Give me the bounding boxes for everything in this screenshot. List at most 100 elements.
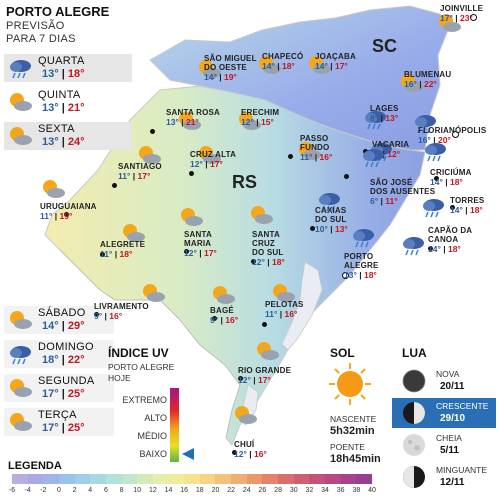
legend-tick-label: 4 — [88, 487, 93, 494]
legend-tick-label: 30 — [289, 487, 298, 494]
legend-tick-label: 26 — [258, 487, 267, 494]
city-min: 13° — [166, 117, 179, 127]
city-marker[interactable] — [112, 183, 117, 188]
sun-cloud-icon — [123, 224, 145, 242]
sun-cloud-icon — [43, 180, 65, 198]
city-max: 13° — [334, 224, 348, 234]
legend-tick-label: -6 — [8, 487, 16, 494]
rain-cloud-icon — [363, 149, 384, 168]
city-min: 11° — [300, 152, 313, 162]
city-max: 21° — [185, 117, 199, 127]
new-moon-icon — [402, 369, 426, 393]
city-name: CHAPECÓ — [262, 52, 304, 61]
city-min: 12° — [238, 375, 251, 385]
sunset-time: 18h45min — [330, 453, 381, 465]
city-temps: 11° | 18° — [100, 249, 133, 259]
city-marker[interactable] — [100, 252, 105, 257]
full-moon-icon — [403, 434, 425, 456]
rain-cloud-icon — [319, 193, 340, 212]
city-max: 18° — [119, 249, 133, 259]
city-temps: 12° | 18° — [252, 257, 285, 267]
legend-color-swatch — [215, 474, 232, 484]
city-marker[interactable] — [450, 205, 455, 210]
city-marker[interactable] — [363, 149, 368, 154]
city-marker[interactable] — [310, 226, 315, 231]
city-temps: 11° | 19° — [40, 211, 73, 221]
city-min: 14° — [450, 205, 463, 215]
city-marker[interactable] — [64, 212, 69, 217]
city-name: SÃO JOSÉ DOS AUSENTES — [370, 178, 436, 196]
moon-phase-date: 20/11 — [440, 381, 465, 392]
city-temps: 17° | 23° — [440, 13, 473, 23]
city-marker[interactable] — [470, 14, 477, 21]
city-marker[interactable] — [344, 174, 349, 179]
city-marker[interactable] — [288, 154, 293, 159]
city-max: 18° — [281, 61, 295, 71]
forecast-day-name: SÁBADO — [38, 307, 86, 319]
legend-tick-label: 18 — [195, 487, 204, 494]
legend-tick-label: 40 — [368, 487, 376, 494]
city-min: 8° — [370, 113, 379, 123]
city-temps: 8° | 13° — [370, 113, 399, 123]
city-temps: 13° | 18° — [344, 270, 377, 280]
city-min: 9° — [210, 315, 219, 325]
city-marker[interactable] — [434, 176, 439, 181]
legend-tick-label: 8 — [119, 487, 124, 494]
city-min: 14° — [428, 244, 441, 254]
city-name: URUGUAIANA — [40, 202, 97, 211]
city-marker[interactable] — [251, 259, 256, 264]
city-min: 16° — [404, 79, 417, 89]
city-min: 14° — [430, 177, 443, 187]
lagoa-dos-patos — [281, 261, 323, 351]
city-max: 17° — [334, 61, 348, 71]
uv-title: ÍNDICE UV — [108, 346, 169, 360]
legend-color-swatch — [325, 474, 342, 484]
legend-tick-label: 0 — [57, 487, 61, 494]
city-max: 12° — [387, 149, 401, 159]
city-name: JOAÇABA — [315, 52, 356, 61]
city-temps: 6° | 11° — [370, 196, 398, 206]
legend-color-swatch — [43, 474, 60, 484]
moon-phase-waning: MINGUANTE 12/11 — [392, 462, 496, 492]
moon-phase-new: NOVA 20/11 — [392, 366, 496, 396]
city-marker[interactable] — [150, 129, 155, 134]
city-name: FLORIANÓPOLIS — [418, 126, 487, 135]
city-min: 11° — [118, 171, 131, 181]
legend-color-swatch — [246, 474, 263, 484]
city-max: 17° — [137, 171, 151, 181]
forecast-min: 13° — [42, 102, 59, 114]
city-marker[interactable] — [189, 171, 194, 176]
city-temps: 11° | 16° — [300, 152, 333, 162]
city-name: ALEGRETE — [100, 240, 146, 249]
city-marker[interactable] — [342, 272, 349, 279]
city-name: LAGES — [370, 104, 399, 113]
city-name: CAPÃO DA CANOA — [428, 226, 473, 244]
city-marker[interactable] — [212, 316, 217, 321]
moon-phase-date: 5/11 — [440, 445, 459, 456]
city-name: JOINVILLE — [440, 4, 484, 13]
city-marker[interactable] — [232, 450, 237, 455]
city-temps: 14° | 18° — [430, 177, 463, 187]
forecast-day-name: DOMINGO — [38, 341, 94, 353]
city-max: 22° — [423, 79, 437, 89]
legend-tick-label: -4 — [24, 487, 31, 494]
city-min: 14° — [204, 72, 217, 82]
city-marker[interactable] — [452, 131, 459, 138]
city-name: LIVRAMENTO — [94, 302, 149, 311]
moon-title: LUA — [402, 346, 427, 360]
city-marker[interactable] — [262, 322, 267, 327]
legend-tick-label: 20 — [211, 487, 220, 494]
city-marker[interactable] — [94, 312, 99, 317]
legend-tick-label: 28 — [274, 487, 282, 494]
city-min: 14° — [315, 61, 328, 71]
city-marker[interactable] — [184, 249, 189, 254]
city-marker[interactable] — [238, 376, 243, 381]
legend-color-swatch — [278, 474, 295, 484]
city-max: 18° — [447, 244, 461, 254]
city-temps: 12° | 17° — [190, 159, 223, 169]
forecast-day-name: SEXTA — [38, 123, 75, 135]
city-marker[interactable] — [428, 246, 433, 251]
forecast-day: TERÇA 17° | 25° — [4, 408, 114, 436]
city-name: CRICIÚMA — [430, 168, 472, 177]
city-max: 17° — [209, 159, 223, 169]
